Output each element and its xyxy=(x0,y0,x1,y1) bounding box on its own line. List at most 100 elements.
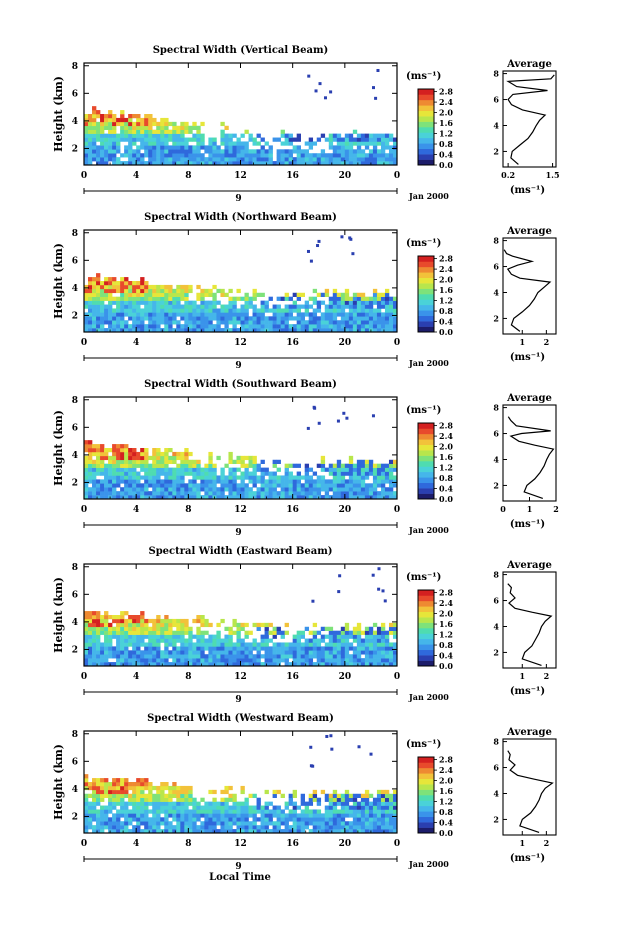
heatmap-cell xyxy=(252,328,257,333)
heatmap-cell xyxy=(196,145,201,150)
heatmap-cell xyxy=(164,459,169,464)
heatmap-cell xyxy=(232,304,237,309)
heatmap-cell xyxy=(368,630,374,635)
heatmap-cell xyxy=(132,622,137,628)
heatmap-cell xyxy=(200,483,205,488)
heatmap-cell xyxy=(108,809,113,814)
heatmap-cell xyxy=(104,662,109,667)
heatmap-cell xyxy=(144,312,149,317)
heatmap-cell xyxy=(160,459,165,464)
colorbar-tick-label: 1.6 xyxy=(439,786,453,796)
average-profile-line xyxy=(507,583,553,666)
heatmap-cell xyxy=(304,304,310,309)
heatmap-cell xyxy=(304,825,310,830)
heatmap-cell xyxy=(268,662,273,667)
heatmap-cell xyxy=(364,471,370,476)
heatmap-cell xyxy=(336,650,342,655)
heatmap-cell xyxy=(380,320,386,325)
heatmap-cell xyxy=(356,300,362,305)
heatmap-cell xyxy=(376,658,382,663)
heatmap-cell xyxy=(224,149,229,154)
heatmap-cell xyxy=(224,785,229,791)
heatmap-cell xyxy=(352,634,358,639)
heatmap-cell xyxy=(212,157,217,162)
heatmap-cell xyxy=(192,642,197,647)
heatmap-cell xyxy=(196,658,201,663)
heatmap-cell xyxy=(172,630,177,635)
heatmap-cell xyxy=(152,817,157,822)
heatmap-cell xyxy=(104,121,109,127)
heatmap-cell xyxy=(232,161,237,166)
heatmap-cell xyxy=(124,288,129,294)
heatmap-cell xyxy=(152,483,157,488)
heatmap-cell xyxy=(196,638,201,643)
heatmap-cell xyxy=(392,630,398,635)
heatmap-cell xyxy=(232,487,237,492)
heatmap-cell xyxy=(140,809,145,814)
heatmap-cell xyxy=(360,821,366,826)
heatmap-cell xyxy=(144,129,149,134)
heatmap-cell xyxy=(340,634,346,639)
heatmap-cell xyxy=(120,467,125,472)
heatmap-cell xyxy=(260,813,265,818)
heatmap-cell xyxy=(120,646,125,651)
heatmap-cell xyxy=(248,459,253,464)
colorbar-tick-label: 1.2 xyxy=(439,296,453,306)
heatmap-cell xyxy=(348,328,354,333)
heatmap-cell xyxy=(184,300,189,305)
heatmap-cell xyxy=(112,813,117,818)
heatmap-cell xyxy=(176,129,181,134)
heatmap-cell xyxy=(380,463,386,468)
heatmap-cell xyxy=(204,471,209,476)
heatmap-cell xyxy=(304,646,310,651)
heatmap-cell xyxy=(288,475,293,480)
colorbar-swatch xyxy=(418,89,434,95)
heatmap-cell xyxy=(356,829,362,834)
heatmap-cell xyxy=(156,615,161,620)
heatmap-cell xyxy=(252,153,257,158)
x-axis-label: Local Time xyxy=(209,872,271,883)
heatmap-cell xyxy=(256,646,261,651)
heatmap-cell xyxy=(84,304,89,309)
average-unit: (ms⁻¹) xyxy=(510,352,545,363)
heatmap-cell xyxy=(120,284,125,290)
heatmap-cell xyxy=(228,471,233,476)
heatmap-cell xyxy=(284,161,289,166)
heatmap-cell xyxy=(136,821,141,826)
heatmap-cell xyxy=(252,320,257,325)
average-x-tick-label: 1.5 xyxy=(546,170,560,180)
heatmap-cell xyxy=(328,471,334,476)
heatmap-cell xyxy=(148,626,153,631)
heatmap-cell xyxy=(152,829,157,834)
heatmap-cell xyxy=(164,455,169,461)
heatmap-cell xyxy=(340,153,346,158)
heatmap-cell xyxy=(304,328,310,333)
heatmap-cell xyxy=(116,618,121,624)
heatmap-cell xyxy=(348,467,354,472)
heatmap-cell xyxy=(272,487,277,492)
heatmap-cell xyxy=(300,320,305,325)
heatmap-cell xyxy=(140,491,145,496)
heatmap-cell xyxy=(200,646,205,651)
heatmap-cell xyxy=(220,121,225,127)
heatmap-cell xyxy=(124,487,129,492)
heatmap-cell xyxy=(324,483,330,488)
heatmap-cell xyxy=(248,463,253,468)
heatmap-cell xyxy=(176,662,181,667)
heatmap-cell xyxy=(372,813,378,818)
heatmap-cell xyxy=(144,809,149,814)
heatmap-cell xyxy=(168,618,173,624)
heatmap-cell xyxy=(292,638,297,643)
heatmap-cell xyxy=(392,805,398,810)
heatmap-cell xyxy=(188,483,193,488)
heatmap-cell xyxy=(344,149,350,154)
heatmap-cell xyxy=(216,328,221,333)
heatmap-cell xyxy=(188,459,193,464)
heatmap-cell xyxy=(136,789,141,795)
heatmap-cell xyxy=(376,662,382,667)
heatmap-cell xyxy=(312,793,318,798)
heatmap-cell xyxy=(371,573,375,577)
heatmap-cell xyxy=(292,149,297,154)
heatmap-cell xyxy=(256,149,261,154)
heatmap-cell xyxy=(316,153,322,158)
